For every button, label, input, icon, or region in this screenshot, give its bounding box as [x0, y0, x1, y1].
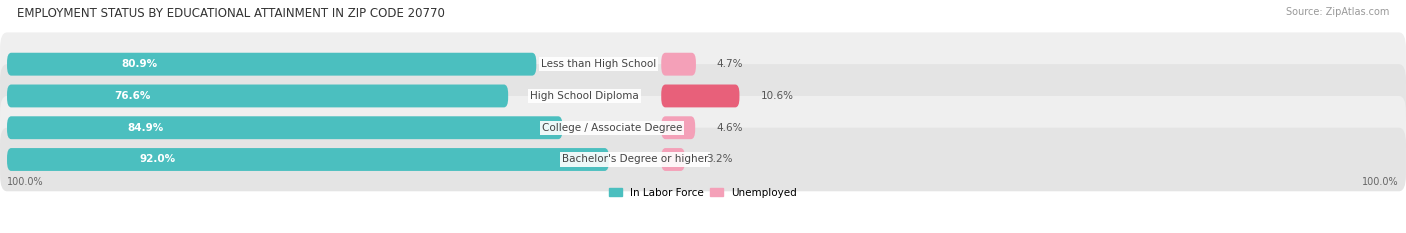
FancyBboxPatch shape: [0, 128, 1406, 191]
FancyBboxPatch shape: [661, 53, 696, 76]
Text: 100.0%: 100.0%: [7, 177, 44, 187]
Text: Less than High School: Less than High School: [541, 59, 657, 69]
Text: Bachelor's Degree or higher: Bachelor's Degree or higher: [562, 154, 709, 164]
Text: 100.0%: 100.0%: [1362, 177, 1399, 187]
Text: High School Diploma: High School Diploma: [530, 91, 640, 101]
Text: 92.0%: 92.0%: [139, 154, 176, 164]
Text: 3.2%: 3.2%: [706, 154, 733, 164]
Text: 4.6%: 4.6%: [716, 123, 742, 133]
FancyBboxPatch shape: [661, 85, 740, 107]
Text: 10.6%: 10.6%: [761, 91, 793, 101]
FancyBboxPatch shape: [0, 64, 1406, 128]
Text: EMPLOYMENT STATUS BY EDUCATIONAL ATTAINMENT IN ZIP CODE 20770: EMPLOYMENT STATUS BY EDUCATIONAL ATTAINM…: [17, 7, 444, 20]
FancyBboxPatch shape: [7, 53, 536, 76]
FancyBboxPatch shape: [7, 85, 508, 107]
FancyBboxPatch shape: [0, 96, 1406, 160]
FancyBboxPatch shape: [0, 32, 1406, 96]
Text: College / Associate Degree: College / Associate Degree: [541, 123, 682, 133]
Legend: In Labor Force, Unemployed: In Labor Force, Unemployed: [605, 183, 801, 202]
Text: Source: ZipAtlas.com: Source: ZipAtlas.com: [1285, 7, 1389, 17]
Text: 4.7%: 4.7%: [717, 59, 744, 69]
FancyBboxPatch shape: [661, 148, 685, 171]
Text: 80.9%: 80.9%: [121, 59, 157, 69]
Text: 84.9%: 84.9%: [128, 123, 165, 133]
FancyBboxPatch shape: [661, 116, 695, 139]
FancyBboxPatch shape: [7, 148, 609, 171]
Text: 76.6%: 76.6%: [114, 91, 150, 101]
FancyBboxPatch shape: [7, 116, 562, 139]
